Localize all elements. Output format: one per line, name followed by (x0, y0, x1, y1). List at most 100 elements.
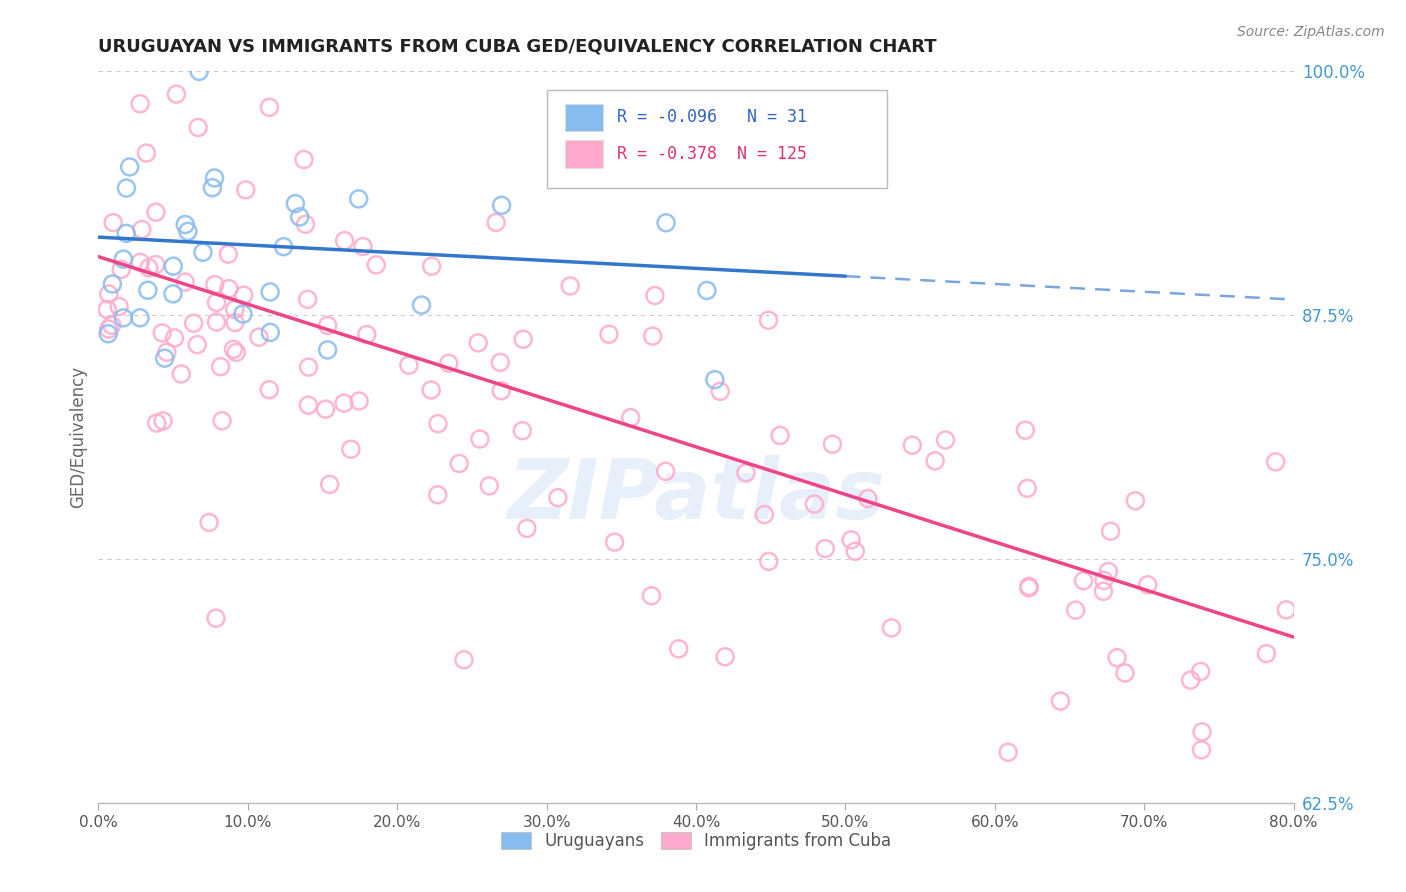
Point (204, 171, 226, 186)
Point (198, 516, 221, 530)
Point (1123, 493, 1146, 508)
Point (620, 410, 643, 425)
Point (259, 326, 281, 340)
Point (273, 240, 295, 254)
Point (1097, 565, 1119, 579)
Point (356, 327, 378, 342)
Point (145, 205, 167, 219)
Point (201, 180, 224, 194)
Point (205, 315, 228, 329)
Point (1180, 673, 1202, 687)
Point (232, 307, 254, 321)
Point (803, 497, 825, 511)
Point (640, 589, 662, 603)
Point (398, 358, 420, 372)
Point (131, 222, 153, 236)
Point (316, 318, 339, 333)
Point (347, 394, 370, 409)
Point (297, 398, 319, 412)
Point (758, 554, 780, 568)
Point (1191, 724, 1213, 739)
Text: ZIPatlas: ZIPatlas (508, 455, 884, 536)
Point (821, 437, 844, 451)
Point (769, 428, 792, 442)
Point (297, 293, 319, 307)
Point (136, 283, 159, 297)
Point (97, 322, 120, 336)
Point (1114, 665, 1136, 680)
Point (1136, 578, 1159, 592)
Point (224, 302, 246, 317)
Point (186, 337, 208, 351)
Point (340, 442, 363, 457)
Point (1264, 455, 1286, 469)
Point (163, 331, 186, 345)
Point (97, 326, 120, 341)
Point (1275, 603, 1298, 617)
Point (735, 466, 758, 480)
Point (156, 345, 179, 359)
Point (205, 295, 228, 310)
Point (129, 310, 152, 325)
Point (259, 100, 281, 114)
Point (112, 310, 135, 325)
Point (1107, 650, 1129, 665)
Point (420, 383, 443, 397)
Point (96, 302, 118, 317)
Point (333, 396, 356, 410)
Point (129, 96, 152, 111)
Text: R = -0.096   N = 31: R = -0.096 N = 31 (617, 109, 807, 127)
Point (1256, 647, 1278, 661)
Point (292, 153, 315, 167)
Point (112, 252, 135, 267)
Point (516, 521, 538, 535)
Point (115, 227, 138, 241)
Point (135, 146, 157, 161)
Point (218, 282, 240, 296)
FancyBboxPatch shape (547, 90, 887, 188)
Point (174, 275, 197, 289)
Point (247, 330, 270, 344)
Point (880, 621, 903, 635)
Point (603, 535, 626, 549)
Point (333, 234, 356, 248)
Point (560, 279, 582, 293)
Point (145, 258, 167, 272)
Point (668, 641, 690, 656)
Point (259, 285, 281, 299)
Point (222, 343, 245, 357)
Point (449, 457, 471, 471)
Point (1049, 694, 1071, 708)
Point (366, 258, 388, 272)
Point (191, 245, 214, 260)
Point (453, 653, 475, 667)
Point (347, 192, 370, 206)
Point (491, 198, 513, 212)
Point (510, 424, 533, 438)
Point (654, 464, 676, 478)
Point (177, 224, 200, 238)
Legend: Uruguayans, Immigrants from Cuba: Uruguayans, Immigrants from Cuba (494, 825, 898, 856)
FancyBboxPatch shape (565, 103, 603, 131)
Point (512, 332, 534, 346)
Point (489, 355, 512, 369)
Point (491, 384, 513, 398)
Point (934, 433, 956, 447)
Point (162, 286, 184, 301)
Text: R = -0.378  N = 125: R = -0.378 N = 125 (617, 145, 807, 163)
Point (115, 181, 138, 195)
Point (1092, 584, 1115, 599)
Point (315, 402, 337, 417)
Point (644, 288, 666, 302)
Point (844, 544, 866, 558)
Point (655, 216, 678, 230)
Point (1014, 423, 1036, 437)
Point (814, 541, 837, 556)
Point (129, 255, 152, 269)
FancyBboxPatch shape (565, 140, 603, 168)
Point (100, 318, 122, 333)
Point (165, 87, 187, 101)
Point (110, 262, 132, 277)
Point (420, 259, 443, 273)
Point (118, 160, 141, 174)
